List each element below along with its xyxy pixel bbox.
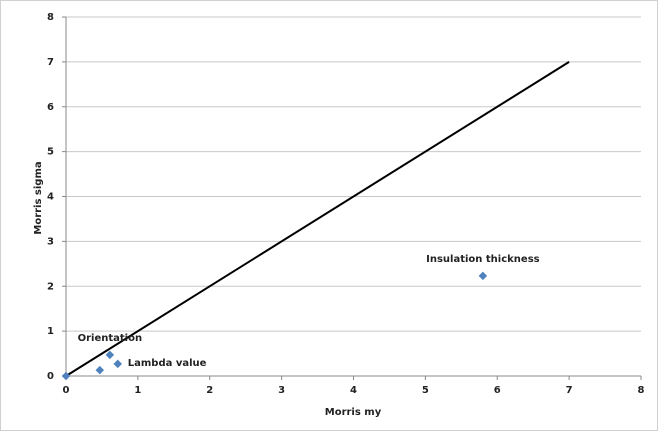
y-tick-label: 5 bbox=[47, 147, 54, 158]
point-label: Insulation thickness bbox=[426, 254, 540, 265]
point-label: Orientation bbox=[78, 333, 143, 344]
y-tick-label: 6 bbox=[47, 102, 54, 113]
point bbox=[61, 371, 71, 381]
y-tick-label: 1 bbox=[47, 326, 54, 337]
y-tick-label: 3 bbox=[47, 236, 54, 247]
y-tick-label: 7 bbox=[47, 57, 54, 68]
x-tick-label: 2 bbox=[206, 385, 213, 396]
x-axis-label: Morris my bbox=[325, 407, 382, 418]
y-tick-label: 0 bbox=[47, 371, 54, 382]
point bbox=[113, 359, 122, 369]
x-tick-label: 8 bbox=[638, 385, 645, 396]
y-tick-label: 4 bbox=[47, 192, 54, 203]
reference-line bbox=[65, 61, 570, 377]
point bbox=[478, 271, 488, 281]
x-tick-label: 7 bbox=[566, 385, 573, 396]
y-axis-label: Morris sigma bbox=[33, 161, 44, 234]
x-tick-label: 3 bbox=[278, 385, 285, 396]
point-label: Lambda value bbox=[128, 358, 207, 369]
y-tick-label: 8 bbox=[47, 12, 54, 23]
x-tick-label: 0 bbox=[63, 385, 70, 396]
x-tick-label: 4 bbox=[350, 385, 357, 396]
x-tick-label: 5 bbox=[422, 385, 429, 396]
point bbox=[105, 350, 115, 360]
x-tick-label: 6 bbox=[494, 385, 501, 396]
point bbox=[95, 365, 105, 375]
x-tick-label: 1 bbox=[134, 385, 141, 396]
y-tick-label: 2 bbox=[47, 281, 54, 292]
